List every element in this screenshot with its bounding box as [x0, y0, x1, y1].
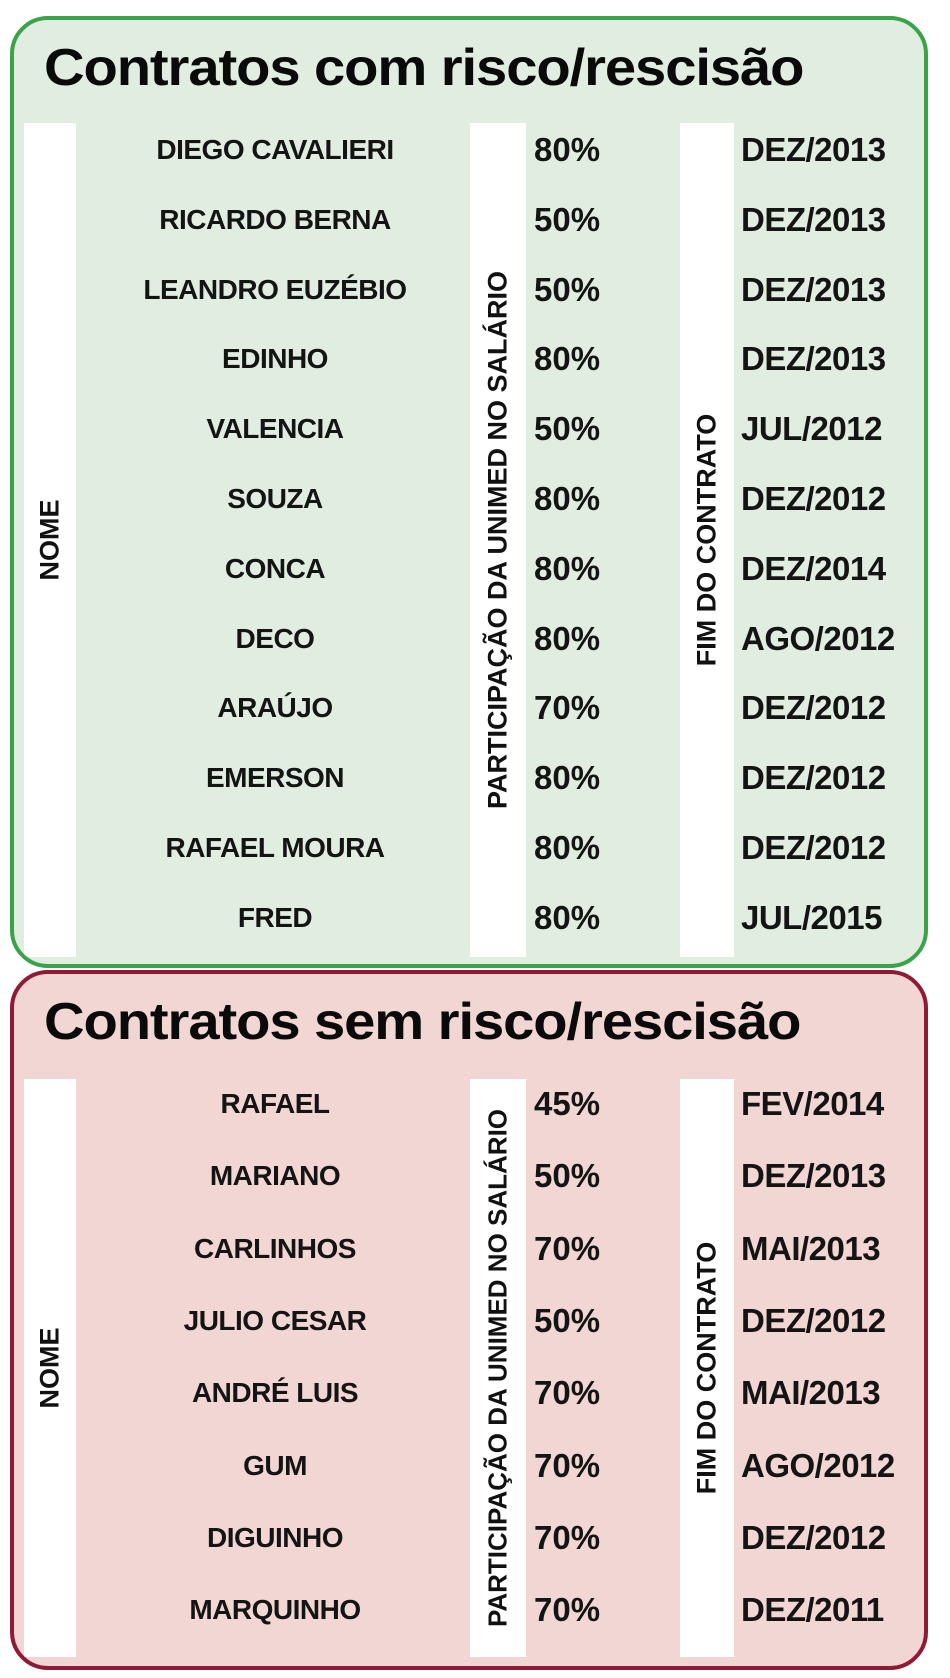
- player-name: FRED: [237, 901, 313, 933]
- contract-end: DEZ/2014: [741, 549, 886, 587]
- table-row: VALENCIA 50% JUL/2012: [14, 409, 924, 449]
- table-row: DIGUINHO 70% DEZ/2012: [14, 1518, 924, 1558]
- player-name: RAFAEL MOURA: [165, 832, 385, 863]
- player-name: MARIANO: [209, 1160, 341, 1192]
- contract-end: DEZ/2013: [741, 1157, 886, 1195]
- table-row: EDINHO 80% DEZ/2013: [14, 339, 924, 379]
- player-name: EMERSON: [205, 762, 345, 794]
- player-name: VALENCIA: [206, 413, 344, 445]
- player-name: ARAÚJO: [217, 692, 333, 724]
- contract-end: DEZ/2012: [741, 480, 886, 517]
- salary-share: 70%: [534, 1229, 601, 1267]
- name-column-bar: NOME: [24, 1079, 76, 1657]
- salary-share: 80%: [534, 549, 601, 587]
- salary-share: 80%: [534, 619, 601, 657]
- player-name: RAFAEL: [220, 1088, 331, 1119]
- contract-end: DEZ/2012: [741, 689, 886, 727]
- contract-end: DEZ/2013: [741, 340, 886, 378]
- table-row: ANDRÉ LUIS 70% MAI/2013: [14, 1373, 924, 1413]
- salary-share: 70%: [534, 1374, 601, 1412]
- panel-without-risk: Contratos sem risco/rescisão NOME PARTIC…: [10, 970, 928, 1670]
- table-row: RAFAEL MOURA 80% DEZ/2012: [14, 828, 924, 868]
- table-row: JULIO CESAR 50% DEZ/2012: [14, 1301, 924, 1341]
- contract-end: AGO/2012: [741, 1446, 895, 1484]
- salary-share: 80%: [534, 759, 601, 797]
- contract-end: FEV/2014: [741, 1085, 884, 1122]
- salary-share: 50%: [534, 1301, 601, 1339]
- salary-share: 80%: [534, 340, 601, 378]
- player-name: GUM: [243, 1449, 307, 1481]
- end-column-bar: FIM DO CONTRATO: [680, 123, 734, 957]
- contract-end: AGO/2012: [741, 619, 895, 657]
- salary-share: 50%: [534, 410, 601, 448]
- table-row: LEANDRO EUZÉBIO 50% DEZ/2013: [14, 270, 924, 310]
- panel-title: Contratos sem risco/rescisão: [44, 993, 801, 1051]
- contract-end: DEZ/2013: [741, 131, 886, 168]
- table-row: ARAÚJO 70% DEZ/2012: [14, 688, 924, 728]
- salary-share: 70%: [534, 1518, 601, 1556]
- table-row: FRED 80% JUL/2015: [14, 898, 924, 938]
- table-row: MARQUINHO 70% DEZ/2011: [14, 1590, 924, 1630]
- contract-end: DEZ/2012: [741, 1301, 886, 1339]
- table-row: RAFAEL 45% FEV/2014: [14, 1084, 924, 1124]
- contract-end: DEZ/2012: [741, 829, 886, 866]
- player-name: LEANDRO EUZÉBIO: [143, 273, 407, 305]
- salary-share: 80%: [534, 480, 601, 517]
- panel-title: Contratos com risco/rescisão: [44, 39, 804, 97]
- contract-end: DEZ/2012: [741, 1518, 886, 1556]
- player-name: ANDRÉ LUIS: [191, 1377, 359, 1409]
- player-name: SOUZA: [227, 483, 323, 514]
- contract-end: DEZ/2011: [741, 1591, 884, 1629]
- player-name: DIGUINHO: [207, 1521, 344, 1553]
- table-row: GUM 70% AGO/2012: [14, 1446, 924, 1486]
- contract-end: JUL/2015: [741, 898, 882, 936]
- salary-share: 50%: [534, 200, 601, 238]
- table-row: DIEGO CAVALIERI 80% DEZ/2013: [14, 130, 924, 170]
- salary-share: 80%: [534, 898, 601, 936]
- salary-share: 80%: [534, 131, 601, 168]
- panel-with-risk: Contratos com risco/rescisão NOME PARTIC…: [10, 16, 928, 968]
- share-column-bar: PARTICIPAÇÃO DA UNIMED NO SALÁRIO: [470, 123, 526, 957]
- player-name: RICARDO BERNA: [159, 203, 391, 235]
- contract-end: MAI/2013: [741, 1374, 881, 1412]
- table-row: EMERSON 80% DEZ/2012: [14, 758, 924, 798]
- player-name: CONCA: [224, 552, 326, 584]
- player-name: DECO: [235, 622, 315, 654]
- table-row: RICARDO BERNA 50% DEZ/2013: [14, 200, 924, 240]
- table-row: SOUZA 80% DEZ/2012: [14, 479, 924, 519]
- salary-share: 70%: [534, 1591, 601, 1629]
- table-row: DECO 80% AGO/2012: [14, 619, 924, 659]
- table-row: CARLINHOS 70% MAI/2013: [14, 1229, 924, 1269]
- salary-share: 80%: [534, 829, 601, 866]
- salary-share: 70%: [534, 1446, 601, 1484]
- salary-share: 70%: [534, 689, 601, 727]
- contract-end: DEZ/2012: [741, 759, 886, 797]
- player-name: CARLINHOS: [194, 1232, 356, 1264]
- table-row: CONCA 80% DEZ/2014: [14, 549, 924, 589]
- player-name: JULIO CESAR: [183, 1304, 367, 1336]
- salary-share: 45%: [534, 1085, 601, 1122]
- player-name: MARQUINHO: [189, 1594, 361, 1626]
- end-column-bar: FIM DO CONTRATO: [680, 1079, 734, 1657]
- contract-end: DEZ/2013: [741, 270, 886, 308]
- player-name: DIEGO CAVALIERI: [156, 134, 394, 165]
- table-row: MARIANO 50% DEZ/2013: [14, 1156, 924, 1196]
- contract-end: JUL/2012: [741, 410, 882, 448]
- name-column-bar: NOME: [24, 123, 76, 957]
- player-name: EDINHO: [222, 343, 328, 375]
- contract-end: MAI/2013: [741, 1229, 881, 1267]
- share-column-bar: PARTICIPAÇÃO DA UNIMED NO SALÁRIO: [470, 1079, 526, 1657]
- salary-share: 50%: [534, 1157, 601, 1195]
- contract-end: DEZ/2013: [741, 200, 886, 238]
- salary-share: 50%: [534, 270, 601, 308]
